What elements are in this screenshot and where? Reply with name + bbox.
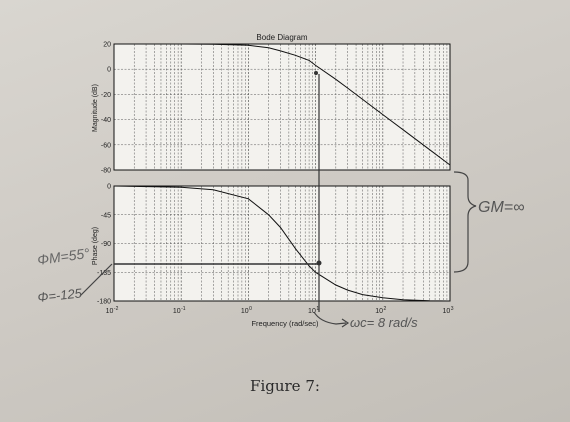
frequency-tick-label: 10-2 xyxy=(106,306,119,315)
gain-crossover-dot xyxy=(314,71,318,75)
magnitude-tick-label: -60 xyxy=(101,142,111,149)
magnitude-tick-label: -40 xyxy=(101,117,111,124)
arrow-head-icon xyxy=(341,318,350,328)
phase-margin-note: ΦM=55° xyxy=(36,245,91,268)
frequency-tick-label: 101 xyxy=(308,306,319,315)
magnitude-tick-label: -80 xyxy=(101,168,111,175)
phase-crossover-dot xyxy=(316,260,322,266)
frequency-tick-label: 103 xyxy=(442,306,453,315)
plot-title: Bode Diagram xyxy=(256,33,307,42)
phase-tick-label: 0 xyxy=(107,184,111,191)
frequency-axis-label: Frequency (rad/sec) xyxy=(251,319,319,328)
phase-value-note: Φ=-125 xyxy=(37,285,84,305)
frequency-tick-label: 102 xyxy=(375,306,386,315)
phase-pointer-line xyxy=(79,263,113,297)
crossover-arrow xyxy=(313,311,347,325)
phase-tick-label: -90 xyxy=(101,241,111,248)
phase-curve xyxy=(113,185,451,302)
figure-caption: Figure 7: xyxy=(250,377,320,395)
magnitude-tick-label: 0 xyxy=(107,67,111,74)
phase-tick-label: -135 xyxy=(97,270,111,277)
magnitude-tick-label: -20 xyxy=(101,92,111,99)
magnitude-frame xyxy=(113,43,451,171)
phase-tick-label: -180 xyxy=(97,299,111,306)
magnitude-panel xyxy=(114,44,450,170)
magnitude-curve xyxy=(114,43,451,166)
magnitude-axis-label: Magnitude (dB) xyxy=(92,84,99,132)
gain-margin-note: GM=∞ xyxy=(478,199,525,216)
gain-margin-brace xyxy=(453,171,477,273)
crossover-frequency-note: ωc= 8 rad/s xyxy=(350,315,418,330)
frequency-tick-label: 10-1 xyxy=(173,306,186,315)
frequency-tick-label: 100 xyxy=(241,306,252,315)
magnitude-tick-label: 20 xyxy=(103,42,111,49)
phase-axis-label: Phase (deg) xyxy=(92,227,99,265)
phase-frame xyxy=(113,185,451,302)
phase-tick-label: -45 xyxy=(101,212,111,219)
